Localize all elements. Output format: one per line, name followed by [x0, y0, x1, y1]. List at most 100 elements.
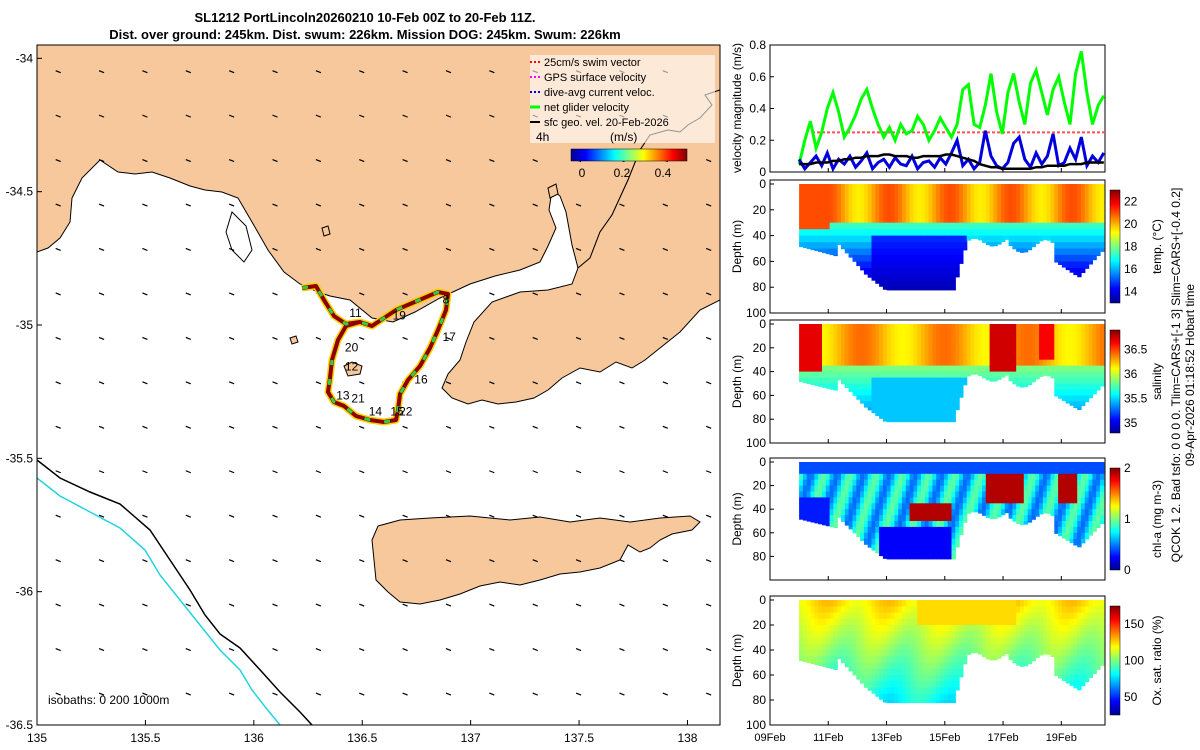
- section-cell: [978, 235, 983, 241]
- section-cell: [913, 544, 918, 552]
- section-cell: [932, 353, 937, 361]
- section-cell: [1008, 341, 1013, 349]
- section-cell: [898, 625, 903, 632]
- section-cell: [974, 643, 979, 651]
- section-cell: [997, 625, 1002, 632]
- section-cell: [829, 222, 834, 230]
- section-cell: [1058, 395, 1063, 399]
- section-cell: [932, 203, 937, 211]
- section-cell: [1035, 497, 1040, 504]
- section-cell: [917, 491, 922, 498]
- section-cell: [928, 485, 933, 493]
- section-cell: [1054, 503, 1059, 510]
- section-cell: [917, 419, 922, 423]
- section-cell: [818, 377, 823, 385]
- section-cell: [1077, 681, 1082, 689]
- section-cell: [863, 377, 869, 385]
- section-cell: [947, 267, 953, 275]
- section-cell: [1088, 491, 1093, 498]
- section-cell: [978, 462, 983, 469]
- section-cell: [1073, 467, 1078, 475]
- section-cell: [882, 681, 888, 689]
- section-cell: [955, 347, 960, 355]
- section-cell: [833, 485, 838, 493]
- section-cell: [989, 497, 994, 504]
- section-cell: [905, 184, 911, 191]
- section-cell: [1092, 209, 1097, 217]
- section-cell: [818, 503, 823, 510]
- section-cell: [978, 503, 983, 510]
- section-cell: [905, 532, 911, 540]
- section-cell: [1081, 538, 1086, 544]
- section-cell: [898, 235, 903, 243]
- section-cell: [905, 413, 911, 420]
- section-cell: [955, 491, 960, 498]
- section-cell: [989, 479, 994, 487]
- section-cell: [879, 335, 884, 343]
- section-cell: [894, 248, 899, 256]
- section-cell: [974, 324, 979, 331]
- section-cell: [799, 235, 804, 243]
- section-cell: [1039, 631, 1044, 639]
- map-ytick-label: -36: [16, 585, 34, 599]
- section-cell: [837, 503, 842, 510]
- section-cell: [924, 612, 930, 620]
- section-cell: [955, 503, 960, 510]
- section-cell: [867, 196, 873, 204]
- section-cell: [879, 662, 884, 670]
- section-cell: [879, 538, 884, 546]
- section-cell: [985, 371, 991, 379]
- section-cell: [1077, 643, 1082, 651]
- section-cell: [875, 600, 880, 607]
- section-cell: [943, 538, 949, 546]
- section-cell: [810, 606, 815, 614]
- section-cell: [1012, 203, 1017, 211]
- section-cell: [962, 650, 968, 657]
- section-cell: [955, 509, 960, 516]
- section-cell: [1004, 196, 1010, 204]
- section-cell: [951, 625, 956, 632]
- section-cell: [947, 687, 953, 695]
- section-cell: [898, 383, 903, 391]
- section-cell: [879, 347, 884, 355]
- section-cell: [905, 503, 911, 510]
- section-cell: [902, 618, 907, 626]
- section-cell: [978, 618, 983, 626]
- velocity-arrow: [359, 425, 365, 429]
- section-cell: [1088, 395, 1093, 399]
- section-cell: [863, 353, 869, 361]
- section-cell: [936, 532, 941, 540]
- section-cell: [932, 229, 937, 237]
- section-cell: [848, 503, 853, 510]
- section-cell: [844, 209, 850, 217]
- section-cell: [825, 371, 831, 379]
- velocity-arrow: [489, 603, 495, 607]
- velocity-arrow: [575, 247, 582, 252]
- section-cell: [1096, 612, 1101, 620]
- section-cell: [802, 216, 808, 224]
- section-cell: [1081, 631, 1086, 639]
- section-cell: [943, 254, 949, 262]
- section-cell: [852, 643, 857, 651]
- section-cell: [936, 389, 941, 396]
- section-cell: [1084, 229, 1090, 237]
- section-cell: [951, 479, 956, 487]
- section-cell: [997, 473, 1002, 481]
- section-cell: [1077, 612, 1082, 620]
- section-cell: [932, 668, 937, 676]
- section-cell: [802, 637, 808, 645]
- section-cell: [970, 631, 975, 639]
- section-cell: [951, 618, 956, 626]
- section-cell: [1046, 222, 1052, 230]
- section-cell: [909, 401, 914, 408]
- section-cell: [879, 248, 884, 256]
- section-cell: [856, 359, 861, 367]
- section-cell: [932, 329, 937, 337]
- section-cell: [799, 359, 804, 367]
- section-cell: [822, 521, 827, 526]
- section-cell: [1020, 216, 1025, 224]
- section-cell: [890, 668, 895, 676]
- section-cell: [913, 631, 918, 639]
- section-cell: [989, 656, 994, 661]
- velocity-arrow: [315, 514, 322, 518]
